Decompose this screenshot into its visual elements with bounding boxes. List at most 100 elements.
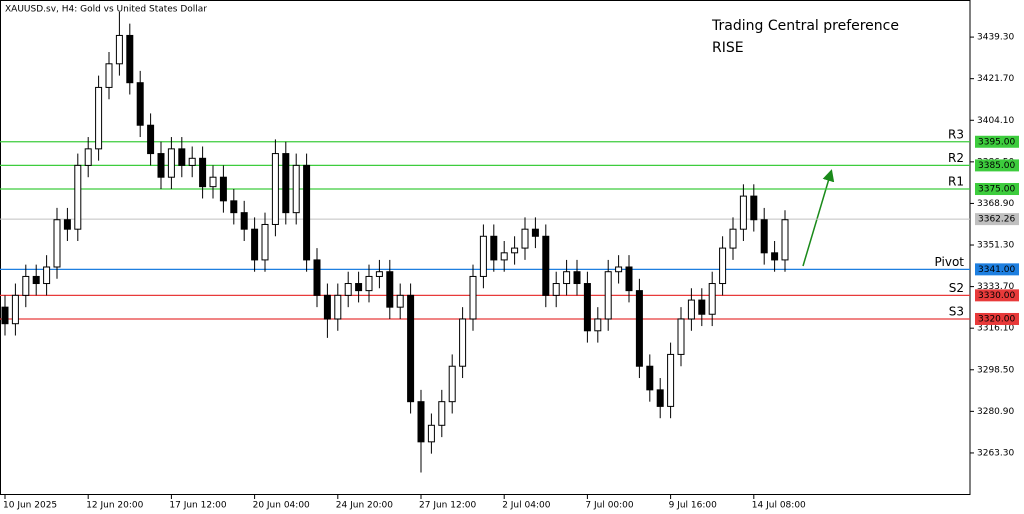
- x-tick-label: 20 Jun 04:00: [253, 501, 310, 511]
- candle-body: [500, 252, 508, 261]
- candle-body: [386, 271, 394, 308]
- level-name: S2: [949, 281, 964, 295]
- candle-body: [687, 299, 695, 320]
- y-tick-label: 3439.30: [977, 33, 1014, 43]
- candle-body: [219, 176, 227, 202]
- candle-body: [1, 306, 9, 325]
- candle-body: [313, 259, 321, 296]
- candle-body: [438, 401, 446, 426]
- candle-body: [147, 124, 155, 155]
- candle-body: [115, 34, 123, 65]
- candle-body: [781, 219, 789, 261]
- candle-body: [635, 290, 643, 367]
- level-box: [975, 263, 1019, 276]
- candle-body: [95, 86, 103, 150]
- y-tick-label: 3316.10: [977, 324, 1014, 334]
- x-tick-label: 7 Jul 00:00: [585, 501, 634, 511]
- candle-body: [74, 164, 82, 230]
- y-tick-label: 3263.30: [977, 448, 1014, 458]
- candle-body: [490, 235, 498, 261]
- candle-body: [511, 247, 519, 254]
- level-value-label: 3395.00: [978, 137, 1015, 147]
- candle-body: [282, 153, 290, 214]
- candle-body: [261, 223, 269, 261]
- candle-body: [771, 252, 779, 261]
- candle-body: [750, 195, 758, 221]
- level-value-label: 3375.00: [978, 185, 1015, 195]
- x-tick-label: 24 Jun 20:00: [336, 501, 393, 511]
- candle-body: [136, 82, 144, 126]
- annotation: Trading Central preference: [711, 18, 899, 34]
- candle-body: [323, 294, 331, 320]
- candle-body: [105, 63, 113, 88]
- x-tick-label: 27 Jun 12:00: [419, 501, 476, 511]
- candle-body: [417, 401, 425, 443]
- candle-body: [448, 365, 456, 403]
- candle-body: [188, 157, 196, 166]
- candle-body: [719, 247, 727, 285]
- candle-body: [126, 34, 134, 84]
- level-value-label: 3341.00: [978, 265, 1015, 275]
- level-box: [975, 159, 1019, 172]
- candle-body: [459, 318, 467, 367]
- chart-title: XAUUSD.sv, H4: Gold vs United States Dol…: [5, 5, 207, 15]
- x-tick-label: 14 Jul 08:00: [752, 501, 806, 511]
- candle-body: [542, 235, 550, 296]
- y-tick-label: 3404.10: [977, 116, 1014, 126]
- candle-body: [167, 148, 175, 178]
- candle-body: [407, 294, 415, 403]
- candle-body: [199, 157, 207, 188]
- candle-body: [604, 271, 612, 320]
- candle-body: [396, 294, 404, 308]
- candle-body: [334, 294, 342, 320]
- level-name: R2: [948, 151, 964, 165]
- candle-body: [271, 153, 279, 225]
- annotation: RISE: [712, 40, 744, 56]
- y-tick-label: 3368.90: [977, 199, 1014, 209]
- candle-body: [646, 365, 654, 391]
- candle-body: [583, 283, 591, 332]
- candle-body: [355, 283, 363, 292]
- level-value-label: 3330.00: [978, 291, 1015, 301]
- candle-body: [209, 176, 217, 188]
- y-tick-label: 3280.90: [977, 407, 1014, 417]
- y-tick-label: 3421.70: [977, 74, 1014, 84]
- level-value-label: 3320.00: [978, 314, 1015, 324]
- level-box: [975, 312, 1019, 325]
- candle-body: [43, 266, 51, 285]
- candle-body: [344, 283, 352, 296]
- candle-body: [739, 195, 747, 230]
- candle-body: [573, 271, 581, 285]
- candle-body: [157, 153, 165, 178]
- candle-body: [760, 219, 768, 254]
- level-name: R1: [948, 175, 964, 189]
- candle-body: [365, 275, 373, 292]
- candle-body: [667, 353, 675, 407]
- level-box: [975, 135, 1019, 148]
- candle-body: [656, 389, 664, 407]
- candle-body: [303, 164, 311, 261]
- candle-body: [230, 200, 238, 214]
- x-tick-label: 12 Jun 20:00: [86, 501, 143, 511]
- candle-body: [178, 148, 186, 166]
- candle-body: [531, 228, 539, 237]
- candle-body: [708, 283, 716, 315]
- candle-body: [53, 219, 61, 268]
- x-tick-label: 10 Jun 2025: [3, 501, 57, 511]
- x-tick-label: 9 Jul 16:00: [669, 501, 718, 511]
- level-value-label: 3385.00: [978, 161, 1015, 171]
- candle-body: [677, 318, 685, 355]
- candle-body: [594, 318, 602, 332]
- candle-body: [469, 275, 477, 320]
- candle-body: [11, 294, 19, 325]
- candle-body: [729, 228, 737, 249]
- plot-frame: [0, 0, 971, 495]
- level-name: S3: [949, 304, 964, 318]
- candle-body: [32, 275, 40, 285]
- candle-body: [521, 228, 529, 249]
- candle-body: [615, 266, 623, 273]
- candle-body: [292, 164, 300, 214]
- candle-body: [479, 235, 487, 277]
- y-tick-label: 3298.50: [977, 365, 1014, 375]
